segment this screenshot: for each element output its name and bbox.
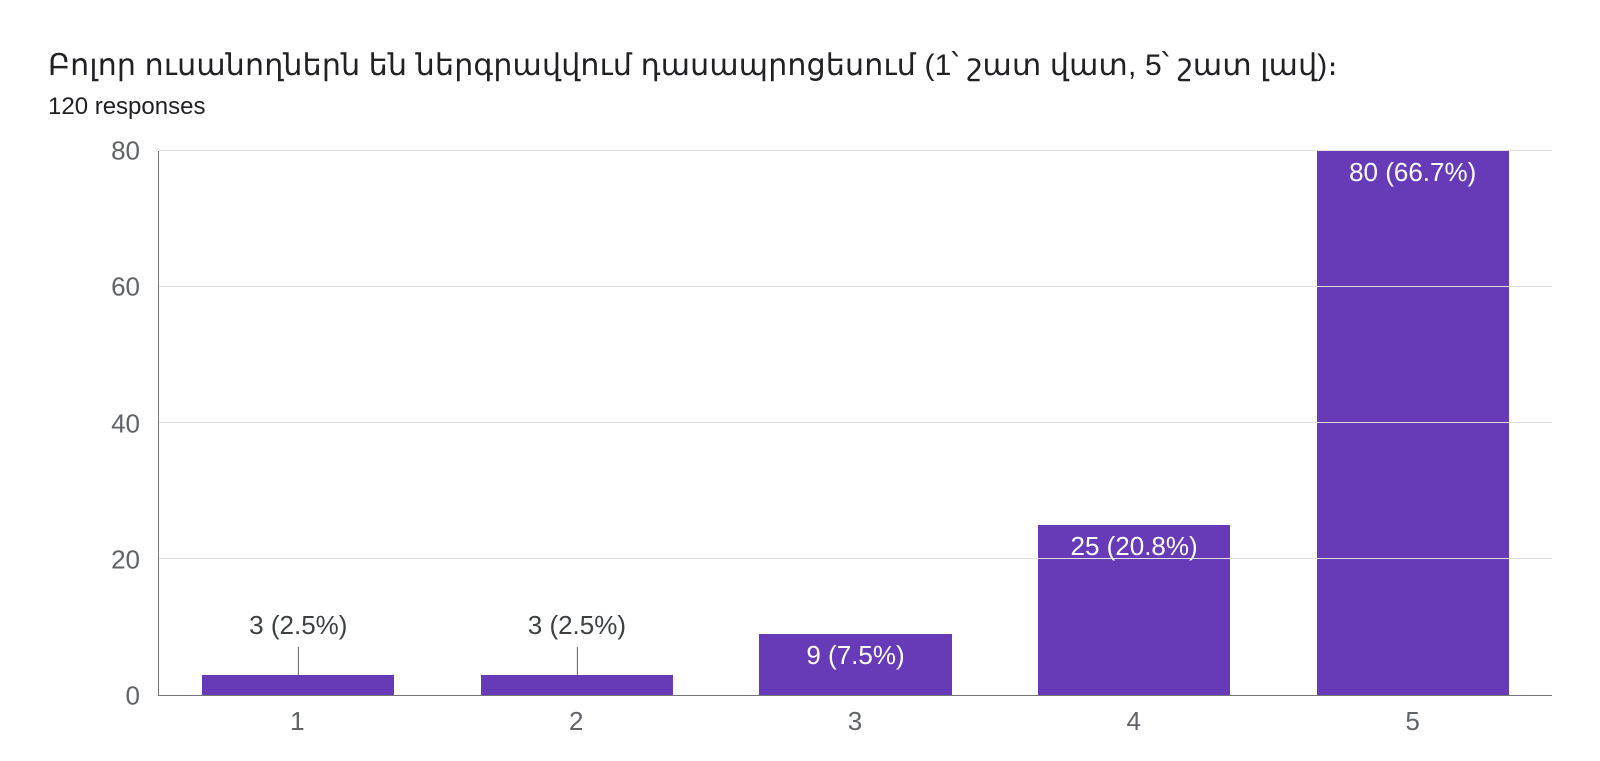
chart-container: Բոլոր ուսանողներն են ներգրավվում դասապրո…: [0, 0, 1600, 761]
y-tick-label: 40: [111, 408, 140, 439]
x-tick-label: 5: [1273, 706, 1552, 737]
bar[interactable]: 80 (66.7%): [1317, 151, 1509, 695]
bar-slot: 9 (7.5%): [716, 151, 995, 695]
bar[interactable]: 25 (20.8%): [1038, 525, 1230, 695]
bar-value-label: 3 (2.5%): [249, 610, 347, 675]
bar[interactable]: 3 (2.5%): [202, 675, 394, 695]
y-axis: 020406080: [48, 151, 158, 696]
bar[interactable]: 9 (7.5%): [759, 634, 951, 695]
x-tick-label: 1: [158, 706, 437, 737]
bar-slot: 25 (20.8%): [995, 151, 1274, 695]
gridline: [159, 422, 1552, 423]
bar-slot: 3 (2.5%): [438, 151, 717, 695]
bar-value-label: 9 (7.5%): [806, 640, 904, 671]
x-axis: 12345: [158, 706, 1552, 737]
gridline: [159, 150, 1552, 151]
bar-value-label: 3 (2.5%): [528, 610, 626, 675]
bar[interactable]: 3 (2.5%): [481, 675, 673, 695]
bar-slot: 80 (66.7%): [1273, 151, 1552, 695]
bars-group: 3 (2.5%)3 (2.5%)9 (7.5%)25 (20.8%)80 (66…: [159, 151, 1552, 695]
bar-slot: 3 (2.5%): [159, 151, 438, 695]
y-tick-label: 20: [111, 544, 140, 575]
x-tick-label: 2: [437, 706, 716, 737]
plot-area: 3 (2.5%)3 (2.5%)9 (7.5%)25 (20.8%)80 (66…: [158, 151, 1552, 696]
y-tick-label: 80: [111, 136, 140, 167]
gridline: [159, 558, 1552, 559]
y-tick-label: 60: [111, 272, 140, 303]
x-tick-label: 3: [716, 706, 995, 737]
chart-subtitle: 120 responses: [48, 93, 1552, 121]
chart-plot-wrap: 020406080 3 (2.5%)3 (2.5%)9 (7.5%)25 (20…: [48, 151, 1552, 696]
chart-title: Բոլոր ուսանողներն են ներգրավվում դասապրո…: [48, 48, 1552, 83]
gridline: [159, 286, 1552, 287]
x-tick-label: 4: [994, 706, 1273, 737]
bar-value-label: 80 (66.7%): [1349, 157, 1476, 188]
y-tick-label: 0: [126, 681, 140, 712]
